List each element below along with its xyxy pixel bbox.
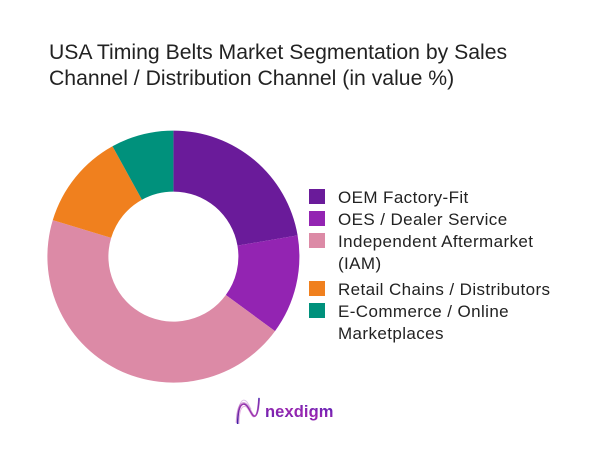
svg-text:nexdigm: nexdigm [265,403,334,421]
